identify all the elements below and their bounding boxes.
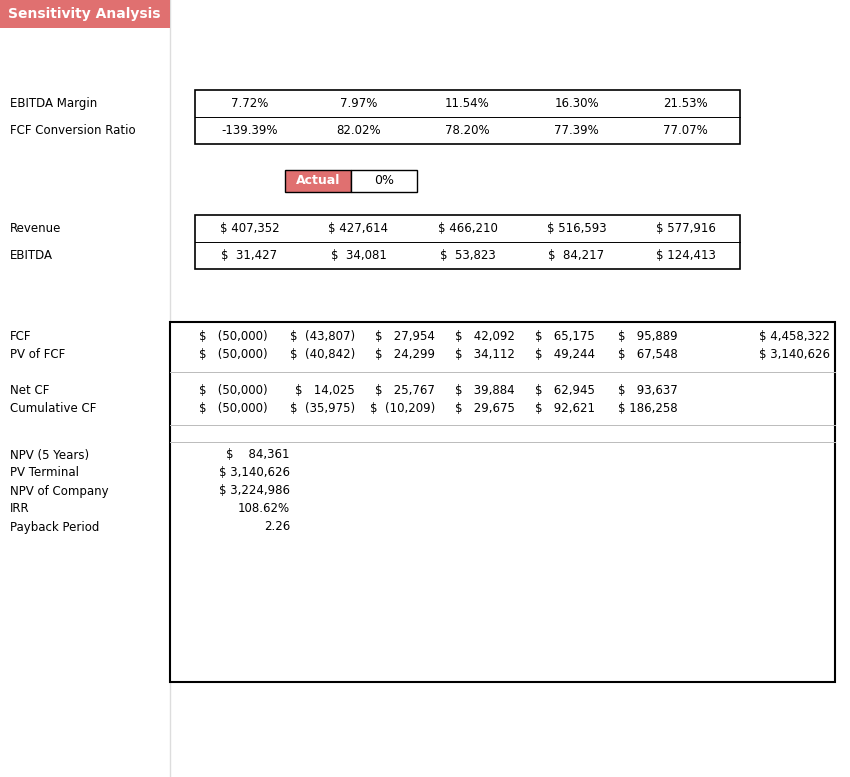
Text: $  31,427: $ 31,427: [222, 249, 278, 262]
Text: PV of FCF: PV of FCF: [10, 349, 65, 361]
Text: 0%: 0%: [374, 175, 394, 187]
Text: Payback Period: Payback Period: [10, 521, 99, 534]
Text: $ 4,458,322: $ 4,458,322: [759, 330, 830, 343]
Text: IRR: IRR: [10, 503, 30, 515]
Text: 7.97%: 7.97%: [340, 97, 377, 110]
Text: EBITDA Margin: EBITDA Margin: [10, 97, 97, 110]
Text: $   14,025: $ 14,025: [295, 384, 355, 396]
Text: $  (10,209): $ (10,209): [370, 402, 435, 414]
Text: $   62,945: $ 62,945: [536, 384, 595, 396]
Text: Actual: Actual: [296, 175, 340, 187]
Text: $ 124,413: $ 124,413: [655, 249, 716, 262]
Text: $  (43,807): $ (43,807): [290, 330, 355, 343]
Text: 2.26: 2.26: [264, 521, 290, 534]
Text: $  (40,842): $ (40,842): [290, 349, 355, 361]
Text: 77.39%: 77.39%: [554, 124, 599, 137]
Bar: [195, 90, 740, 144]
Text: $ 3,224,986: $ 3,224,986: [219, 485, 290, 497]
Text: $   93,637: $ 93,637: [618, 384, 678, 396]
Text: FCF Conversion Ratio: FCF Conversion Ratio: [10, 124, 136, 137]
Text: Cumulative CF: Cumulative CF: [10, 402, 96, 414]
Text: $   39,884: $ 39,884: [456, 384, 515, 396]
Text: $   95,889: $ 95,889: [618, 330, 678, 343]
Text: 21.53%: 21.53%: [663, 97, 708, 110]
Text: $    84,361: $ 84,361: [226, 448, 290, 462]
Text: $   (50,000): $ (50,000): [200, 330, 268, 343]
Text: $   29,675: $ 29,675: [455, 402, 515, 414]
Bar: [170, 322, 835, 682]
Text: $ 577,916: $ 577,916: [655, 222, 716, 235]
Text: $ 516,593: $ 516,593: [547, 222, 606, 235]
Text: $   49,244: $ 49,244: [535, 349, 595, 361]
Text: $ 407,352: $ 407,352: [219, 222, 280, 235]
Text: $   67,548: $ 67,548: [618, 349, 678, 361]
Text: $  84,217: $ 84,217: [548, 249, 604, 262]
Text: NPV of Company: NPV of Company: [10, 485, 109, 497]
Text: $  53,823: $ 53,823: [439, 249, 496, 262]
Text: 108.62%: 108.62%: [238, 503, 290, 515]
Text: EBITDA: EBITDA: [10, 249, 53, 262]
Text: $   65,175: $ 65,175: [536, 330, 595, 343]
Text: $   92,621: $ 92,621: [535, 402, 595, 414]
Bar: [195, 215, 740, 269]
Text: -139.39%: -139.39%: [221, 124, 278, 137]
Text: PV Terminal: PV Terminal: [10, 466, 79, 479]
Text: 78.20%: 78.20%: [445, 124, 490, 137]
Text: 77.07%: 77.07%: [663, 124, 708, 137]
Text: FCF: FCF: [10, 330, 31, 343]
Text: $   (50,000): $ (50,000): [200, 402, 268, 414]
Bar: [0, 0, 170, 28]
Text: $   (50,000): $ (50,000): [200, 349, 268, 361]
Text: $   27,954: $ 27,954: [375, 330, 435, 343]
Text: $   25,767: $ 25,767: [375, 384, 435, 396]
Text: $   42,092: $ 42,092: [455, 330, 515, 343]
Text: NPV (5 Years): NPV (5 Years): [10, 448, 89, 462]
Text: $  34,081: $ 34,081: [331, 249, 387, 262]
Text: Sensitivity Analysis: Sensitivity Analysis: [8, 7, 161, 21]
Text: $  (35,975): $ (35,975): [290, 402, 355, 414]
Text: Revenue: Revenue: [10, 222, 61, 235]
Bar: [351, 170, 417, 192]
Text: $   24,299: $ 24,299: [375, 349, 435, 361]
Text: 16.30%: 16.30%: [554, 97, 598, 110]
Text: Net CF: Net CF: [10, 384, 49, 396]
Text: $ 186,258: $ 186,258: [618, 402, 678, 414]
Bar: [285, 170, 351, 192]
Text: $   34,112: $ 34,112: [455, 349, 515, 361]
Text: $ 427,614: $ 427,614: [328, 222, 388, 235]
Text: $ 3,140,626: $ 3,140,626: [219, 466, 290, 479]
Text: $ 3,140,626: $ 3,140,626: [759, 349, 830, 361]
Text: 11.54%: 11.54%: [445, 97, 490, 110]
Text: $   (50,000): $ (50,000): [200, 384, 268, 396]
Text: 7.72%: 7.72%: [231, 97, 269, 110]
Text: 82.02%: 82.02%: [337, 124, 381, 137]
Text: $ 466,210: $ 466,210: [438, 222, 497, 235]
